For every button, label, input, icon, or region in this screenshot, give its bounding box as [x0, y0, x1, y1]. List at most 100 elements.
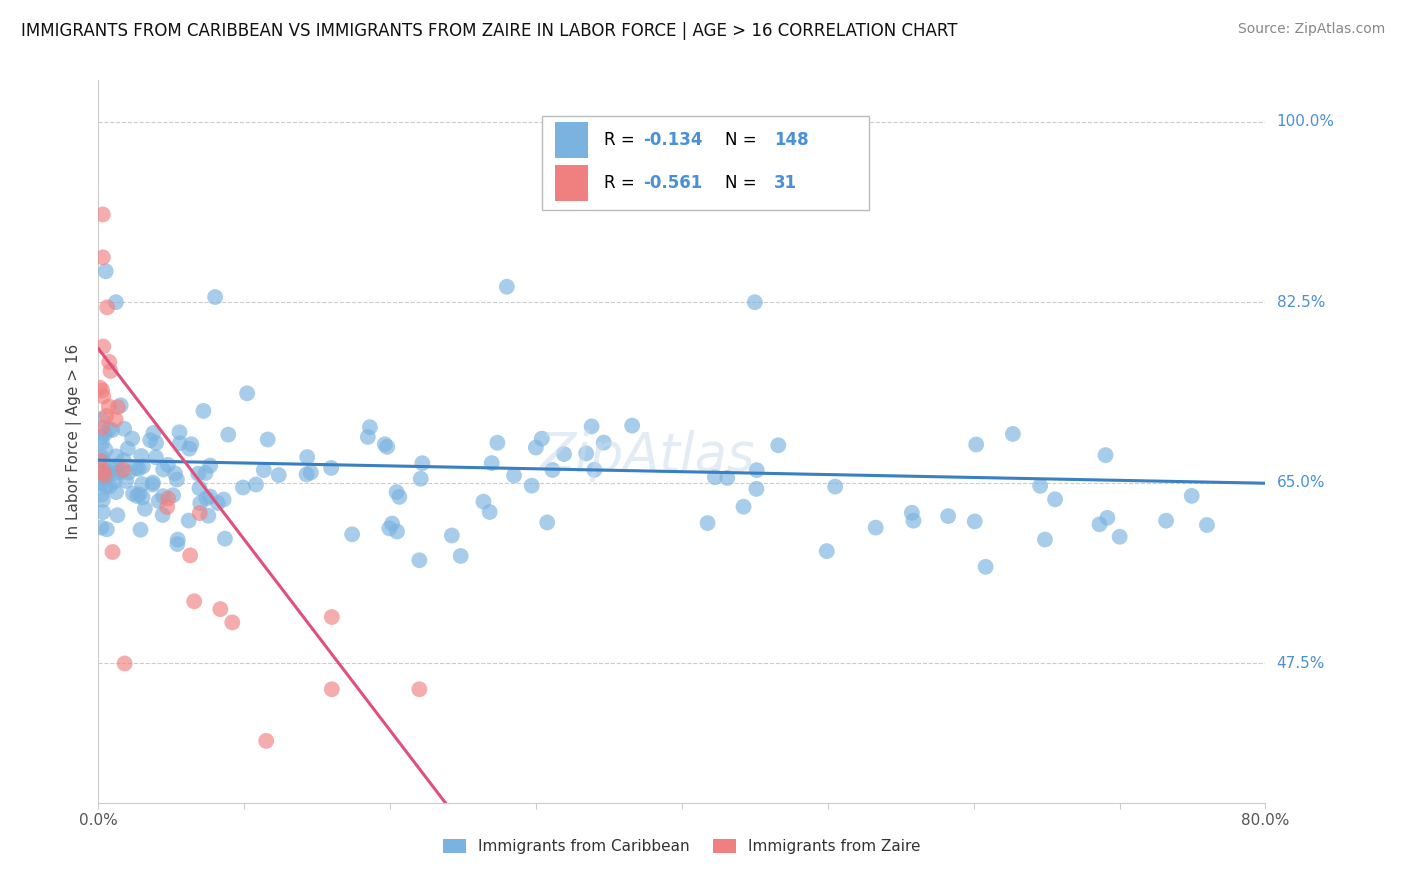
Point	[1029, 479, 1052, 493]
Point	[90, 450, 112, 464]
Point	[486, 435, 509, 450]
Point	[156, 500, 179, 514]
Point	[104, 466, 127, 480]
Point	[142, 475, 165, 490]
Point	[541, 463, 564, 477]
Point	[472, 494, 495, 508]
Point	[865, 521, 887, 535]
Point	[104, 295, 127, 310]
Point	[96, 468, 118, 483]
Point	[267, 468, 290, 483]
Point	[166, 533, 188, 547]
Point	[496, 279, 519, 293]
Point	[91, 492, 114, 507]
Point	[145, 450, 167, 465]
Point	[209, 602, 232, 616]
Text: 47.5%: 47.5%	[1277, 656, 1324, 671]
Point	[388, 490, 411, 504]
Point	[163, 467, 186, 481]
Point	[157, 491, 180, 506]
Point	[93, 468, 115, 483]
Point	[89, 381, 111, 395]
Point	[321, 610, 343, 624]
Point	[581, 419, 603, 434]
Point	[408, 553, 430, 567]
Point	[122, 486, 145, 500]
Point	[91, 435, 114, 450]
Point	[1154, 514, 1177, 528]
Point	[107, 400, 129, 414]
Point	[94, 426, 117, 441]
Point	[91, 207, 114, 221]
Point	[903, 514, 925, 528]
Point	[90, 471, 112, 485]
Point	[128, 487, 150, 501]
Point	[98, 460, 121, 475]
Point	[198, 490, 221, 504]
Point	[193, 404, 215, 418]
Point	[621, 418, 644, 433]
Point	[187, 467, 209, 481]
Point	[197, 508, 219, 523]
Point	[152, 462, 174, 476]
Point	[89, 453, 111, 467]
Point	[183, 594, 205, 608]
Point	[254, 734, 277, 748]
Point	[169, 436, 191, 450]
Point	[385, 485, 408, 500]
Point	[104, 412, 127, 426]
Point	[112, 422, 135, 436]
Point	[101, 545, 124, 559]
Point	[524, 441, 547, 455]
Point	[411, 456, 433, 470]
Point	[91, 466, 114, 480]
Point	[156, 458, 179, 472]
Point	[359, 420, 381, 434]
Point	[104, 474, 127, 488]
Point	[117, 442, 139, 456]
Text: 100.0%: 100.0%	[1277, 114, 1334, 129]
Point	[194, 466, 217, 480]
Point	[114, 657, 136, 671]
Point	[1033, 533, 1056, 547]
Point	[90, 520, 112, 534]
Point	[409, 472, 432, 486]
Point	[142, 425, 165, 440]
Point	[148, 494, 170, 508]
Point	[1043, 492, 1066, 507]
Point	[129, 449, 152, 463]
Point	[105, 458, 128, 473]
Point	[478, 505, 501, 519]
Point	[152, 489, 174, 503]
Point	[381, 516, 404, 531]
Point	[450, 549, 472, 563]
Point	[963, 515, 986, 529]
Point	[121, 432, 143, 446]
Point	[128, 462, 150, 476]
Point	[125, 461, 148, 475]
Point	[408, 682, 430, 697]
Point	[117, 466, 139, 480]
Point	[188, 506, 211, 520]
Point	[131, 491, 153, 505]
Point	[90, 476, 112, 491]
Point	[716, 471, 738, 485]
Point	[1097, 511, 1119, 525]
Point	[1108, 530, 1130, 544]
Point	[745, 463, 768, 477]
Point	[824, 480, 846, 494]
Point	[134, 501, 156, 516]
Point	[901, 506, 924, 520]
Point	[91, 384, 114, 398]
Point	[583, 463, 606, 477]
Point	[96, 409, 118, 423]
Point	[297, 450, 319, 464]
Point	[481, 456, 503, 470]
Point	[91, 505, 114, 519]
Point	[204, 290, 226, 304]
Text: Source: ZipAtlas.com: Source: ZipAtlas.com	[1237, 22, 1385, 37]
Point	[217, 427, 239, 442]
Point	[375, 440, 398, 454]
Point	[745, 482, 768, 496]
Point	[91, 251, 114, 265]
